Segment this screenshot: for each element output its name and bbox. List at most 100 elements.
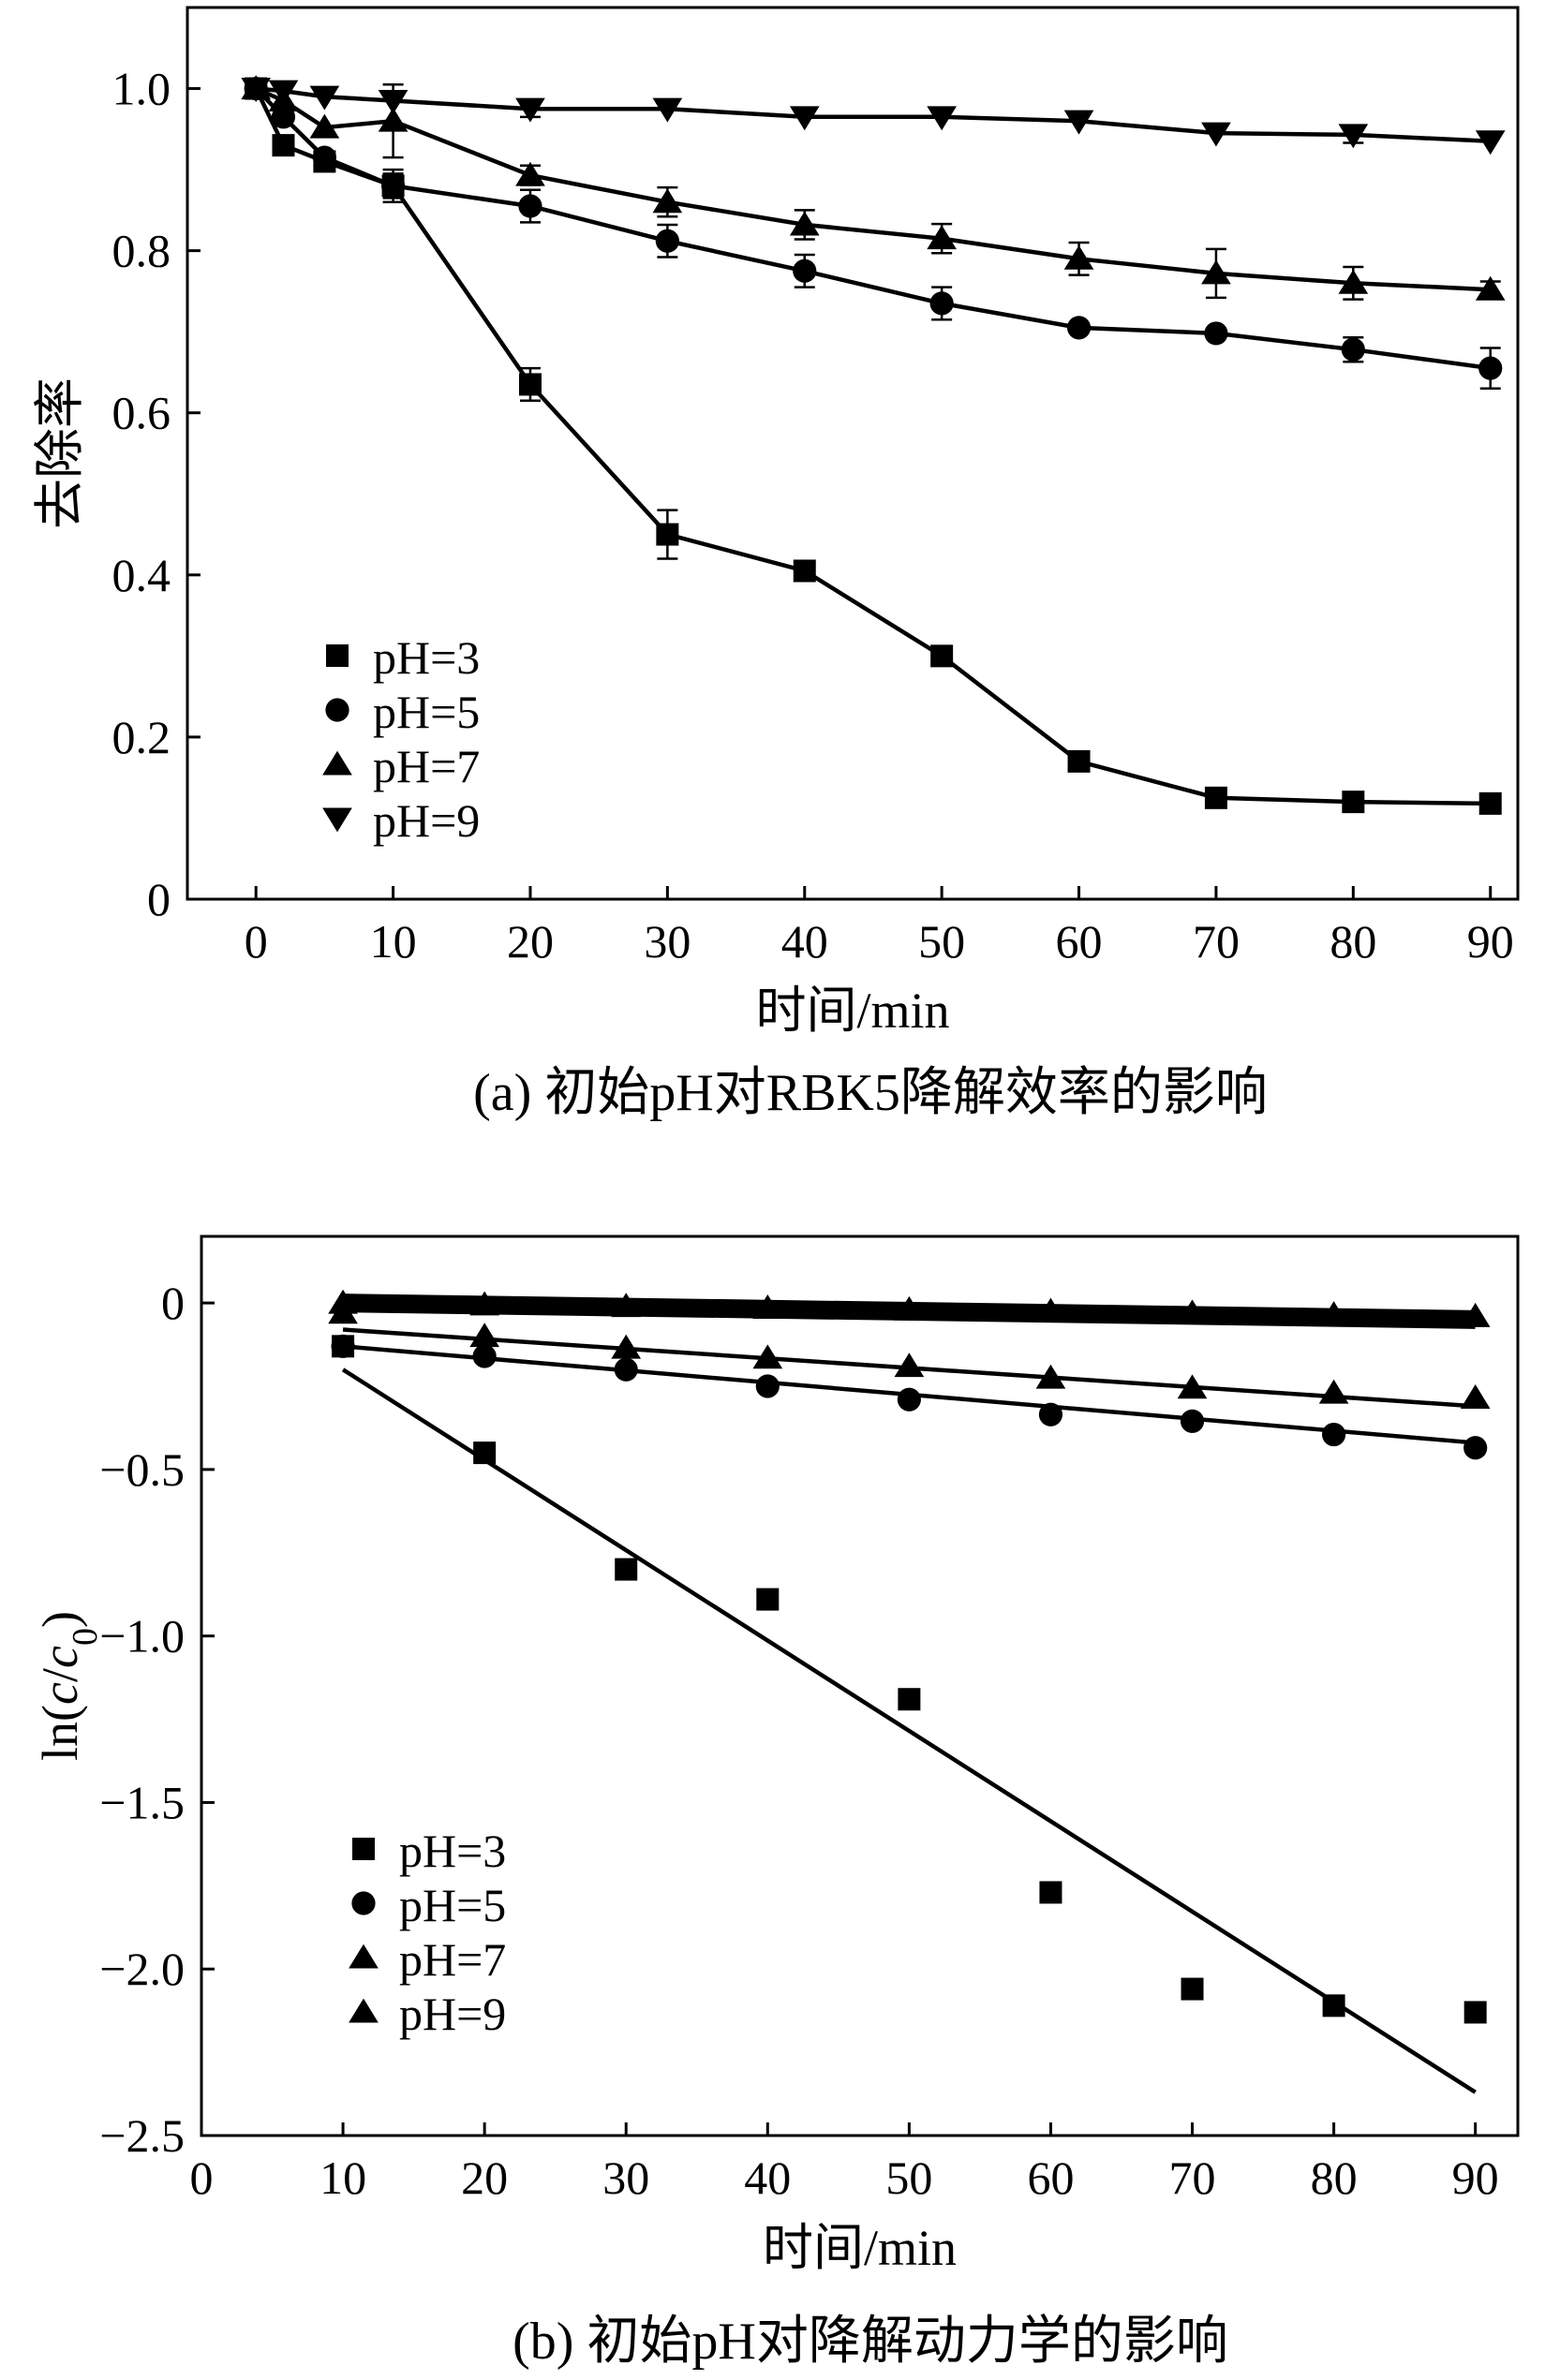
series-a-pH=7 xyxy=(241,75,1506,301)
y-axis-title-b: ln(c/c0) xyxy=(32,1611,105,1761)
data-point xyxy=(1180,1409,1205,1433)
legend-label-b: pH=7 xyxy=(399,1933,506,1986)
data-point xyxy=(615,1558,638,1581)
y-tick-label-a: 0.8 xyxy=(112,225,171,277)
data-point xyxy=(894,1295,925,1321)
data-point xyxy=(652,188,683,214)
data-point xyxy=(655,229,679,253)
data-point xyxy=(1460,1384,1491,1409)
legend-label-b: pH=5 xyxy=(399,1879,506,1931)
data-point xyxy=(1201,122,1231,147)
data-point xyxy=(789,211,820,236)
legend-marker-b xyxy=(351,1891,376,1915)
y-axis-title-b-part: c xyxy=(32,1646,88,1668)
data-point xyxy=(469,1291,499,1316)
y-tick-label-b: −2.0 xyxy=(99,1943,185,1995)
x-tick-label-a: 80 xyxy=(1330,915,1376,968)
y-tick-label-b: 0 xyxy=(161,1277,185,1329)
x-tick-label-b: 60 xyxy=(1027,2151,1074,2204)
data-point xyxy=(611,1334,642,1359)
legend-marker-b xyxy=(349,1944,379,1969)
data-point xyxy=(515,161,545,186)
y-tick-label-a: 0.4 xyxy=(112,549,171,601)
y-axis-title-b-part: ) xyxy=(32,1611,88,1628)
x-axis-title-a: 时间/min xyxy=(755,983,949,1039)
x-tick-label-a: 30 xyxy=(644,915,691,968)
data-point xyxy=(328,1289,358,1314)
data-point xyxy=(1342,791,1365,814)
data-point xyxy=(1322,1994,1345,2018)
data-point xyxy=(1463,2001,1487,2024)
data-point xyxy=(380,173,406,198)
plot-frame-a xyxy=(186,6,1520,901)
x-tick-label-b: 10 xyxy=(319,2151,366,2204)
x-tick-label-a: 40 xyxy=(781,915,828,968)
y-tick-label-b: −2.5 xyxy=(99,2109,185,2162)
data-point xyxy=(1063,244,1094,270)
x-axis-title-b: 时间/min xyxy=(763,2220,957,2276)
data-point xyxy=(331,1334,355,1358)
legend-label-a: pH=9 xyxy=(373,794,480,847)
data-point xyxy=(518,194,542,218)
y-axis-title-b-part: c xyxy=(32,1682,88,1705)
legend-label-a: pH=7 xyxy=(373,740,480,792)
x-tick-label-b: 40 xyxy=(744,2151,791,2204)
data-point xyxy=(755,1374,780,1398)
data-point xyxy=(927,225,957,250)
data-point xyxy=(309,113,340,139)
legend-marker-b xyxy=(349,1998,379,2023)
caption-a: (a) 初始pH对RBK5降解效率的影响 xyxy=(473,1064,1268,1122)
data-point xyxy=(756,1588,780,1611)
y-tick-label-b: −0.5 xyxy=(99,1443,185,1496)
data-point xyxy=(472,1344,497,1368)
data-point xyxy=(1177,1374,1208,1399)
x-tick-label-a: 0 xyxy=(245,915,268,968)
data-point xyxy=(1035,1364,1066,1389)
data-point xyxy=(1322,1422,1346,1447)
data-point xyxy=(378,107,409,132)
data-point xyxy=(1035,1297,1066,1323)
x-tick-label-b: 30 xyxy=(602,2151,649,2204)
legend-label-a: pH=5 xyxy=(373,686,480,738)
x-tick-label-a: 20 xyxy=(507,915,554,968)
y-axis-title-b-part: 0 xyxy=(66,1628,105,1646)
series-b-pH=5 xyxy=(331,1334,1488,1460)
data-point xyxy=(927,106,957,131)
data-point xyxy=(312,145,336,170)
data-point xyxy=(930,644,954,668)
data-point xyxy=(1181,1977,1204,2001)
series-b-pH=9 xyxy=(328,1289,1491,1329)
series-line xyxy=(256,86,1491,144)
data-point xyxy=(1204,321,1228,346)
legend-marker-a xyxy=(322,750,352,776)
x-tick-label-b: 70 xyxy=(1169,2151,1216,2204)
data-point xyxy=(272,134,295,157)
data-point xyxy=(929,291,954,316)
data-point xyxy=(614,1357,638,1382)
data-point xyxy=(1038,1402,1063,1427)
data-point xyxy=(1463,1436,1488,1460)
y-axis-title-b-part: ln( xyxy=(32,1705,88,1761)
y-tick-label-a: 0 xyxy=(147,873,171,925)
plot-frame-b xyxy=(200,1234,1520,2137)
data-point xyxy=(309,85,340,111)
y-tick-label-b: −1.5 xyxy=(99,1776,185,1828)
data-point xyxy=(241,78,272,102)
data-point xyxy=(752,1294,783,1319)
legend-label-b: pH=3 xyxy=(399,1825,506,1877)
data-point xyxy=(268,80,299,105)
series-a-pH=9 xyxy=(241,78,1506,155)
data-point xyxy=(894,1353,925,1378)
legend-marker-a xyxy=(326,644,349,667)
x-tick-label-b: 0 xyxy=(190,2151,214,2204)
y-tick-label-a: 0.2 xyxy=(112,711,171,763)
data-point xyxy=(1066,316,1092,340)
x-tick-label-b: 90 xyxy=(1452,2151,1499,2204)
series-line xyxy=(254,86,1492,371)
data-point xyxy=(1338,269,1369,294)
panel-b: 0 10 20 30 40 50 60 70 80 90 0 −0.5 −1.0 −1.5 −2.0 −2.5… xyxy=(32,1234,1520,2371)
data-point xyxy=(1201,259,1231,285)
data-point xyxy=(1067,749,1091,773)
data-point xyxy=(515,97,545,123)
data-point xyxy=(652,97,683,123)
